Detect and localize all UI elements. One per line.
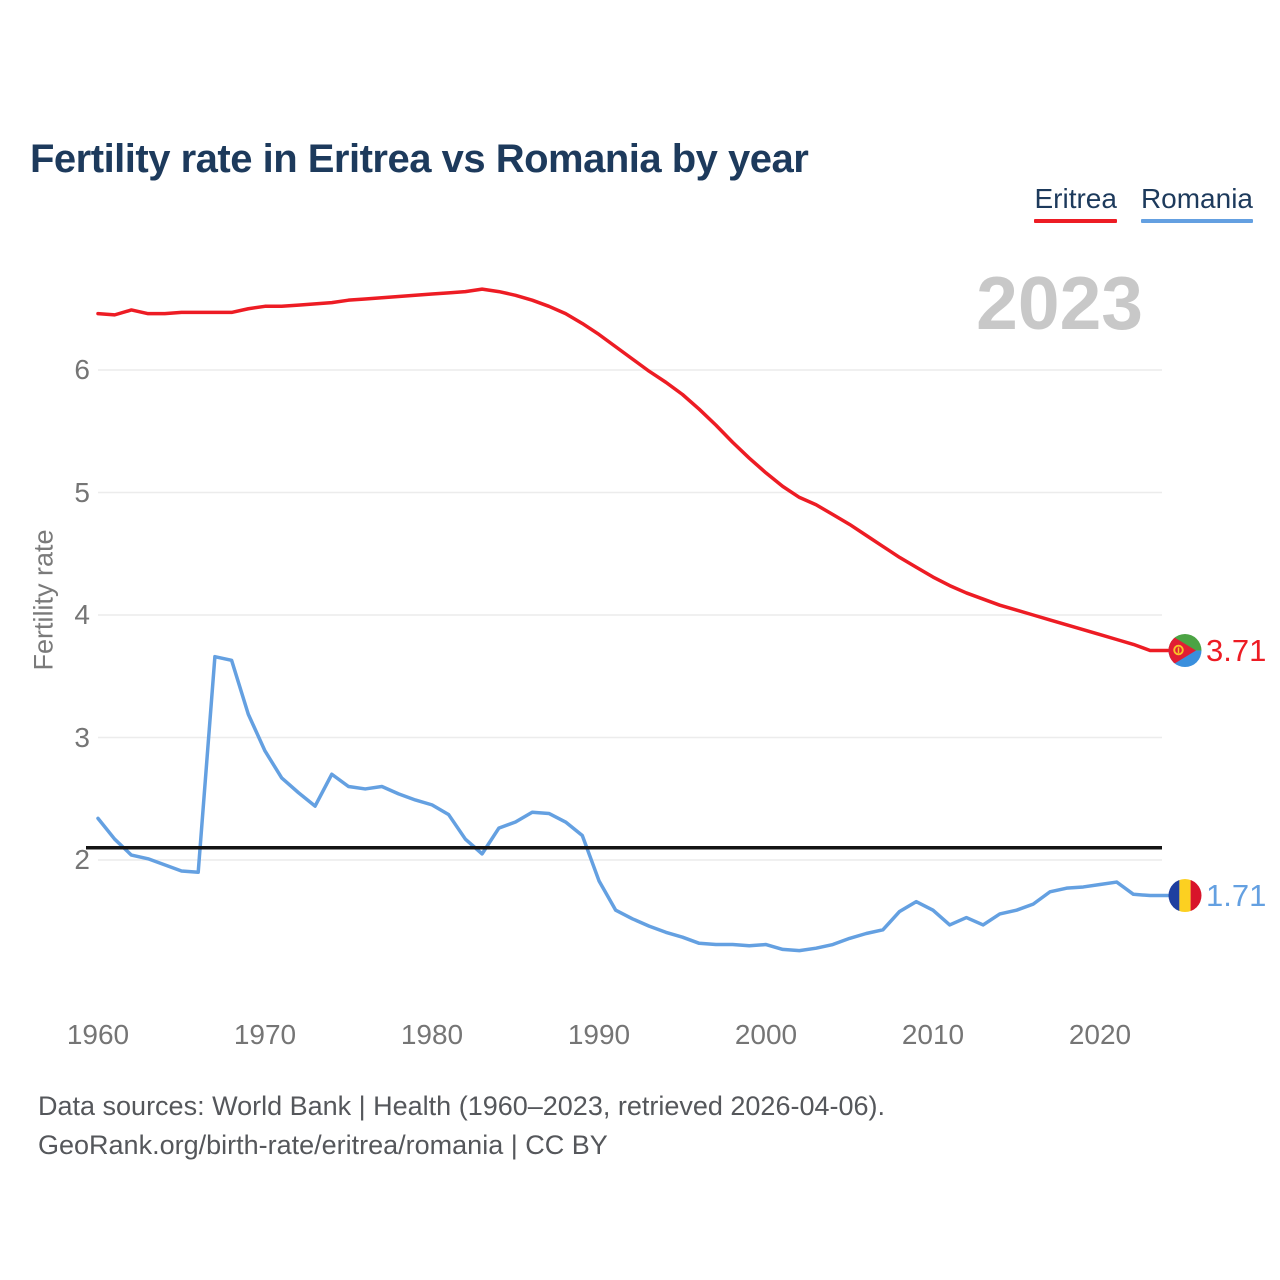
x-tick-label: 1980 <box>400 1019 464 1050</box>
legend-item-romania[interactable]: Romania <box>1140 183 1253 223</box>
romania-end-value: 1.71 <box>1206 877 1267 913</box>
x-tick-label: 2020 <box>1068 1019 1132 1050</box>
chart-legend: Eritrea Romania <box>1034 183 1253 223</box>
y-tick-label: 4 <box>74 599 90 630</box>
series-lines <box>96 287 1173 953</box>
footer-sources: Data sources: World Bank | Health (1960–… <box>38 1091 885 1121</box>
y-tick-label: 5 <box>74 476 90 508</box>
legend-underline-romania <box>1140 219 1253 223</box>
year-watermark: 2023 <box>976 261 1143 345</box>
gridlines <box>98 369 1162 861</box>
eritrea-line <box>96 287 1173 653</box>
y-tick-label: 2 <box>74 844 90 875</box>
eritrea-end-value: 3.71 <box>1206 632 1267 668</box>
y-tick-label: 6 <box>74 354 90 385</box>
x-tick-label: 1990 <box>567 1019 631 1050</box>
legend-item-eritrea[interactable]: Eritrea <box>1034 183 1117 223</box>
romania-flag-icon <box>1168 879 1202 913</box>
x-tick-label: 2000 <box>734 1019 798 1050</box>
romania-line <box>96 654 1173 953</box>
x-tick-label: 1960 <box>66 1019 130 1050</box>
legend-underline-eritrea <box>1034 219 1117 223</box>
legend-label-eritrea: Eritrea <box>1034 183 1117 214</box>
x-tick-label: 2010 <box>901 1019 965 1050</box>
page-title: Fertility rate in Eritrea vs Romania by … <box>30 136 809 181</box>
x-tick-label: 1970 <box>233 1019 297 1050</box>
footer-attribution: GeoRank.org/birth-rate/eritrea/romania |… <box>38 1130 608 1160</box>
legend-label-romania: Romania <box>1140 183 1253 214</box>
y-tick-label: 3 <box>74 721 90 753</box>
eritrea-flag-icon <box>1168 634 1202 668</box>
